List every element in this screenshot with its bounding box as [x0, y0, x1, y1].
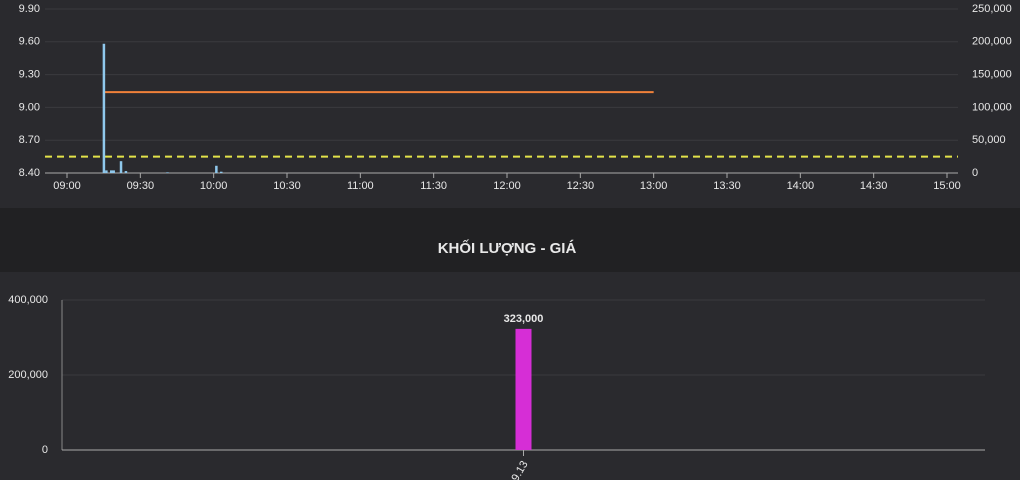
x-tick-label: 13:30	[713, 180, 741, 192]
x-tick-label: 10:30	[273, 180, 301, 192]
x-tick-label: 14:00	[787, 180, 815, 192]
y-tick-label: 400,000	[8, 294, 48, 306]
y-tick-label: 200,000	[8, 369, 48, 381]
volume-bar	[124, 171, 128, 173]
x-tick-label: 12:00	[493, 180, 521, 192]
volume-bar	[102, 43, 106, 173]
volume-bar	[110, 170, 113, 173]
x-tick-label: 11:00	[347, 180, 374, 192]
y-tick-label: 9.60	[19, 36, 40, 48]
x-tick-label: 09:00	[53, 180, 81, 192]
title-band	[0, 208, 1020, 272]
y2-tick-label: 100,000	[972, 101, 1012, 113]
y-tick-label: 9.30	[19, 69, 40, 81]
y-tick-label: 8.40	[19, 167, 40, 179]
x-tick-label: 14:30	[860, 180, 888, 192]
value-label: 323,000	[504, 313, 544, 325]
y2-tick-label: 50,000	[972, 134, 1006, 146]
volume-bar	[119, 161, 123, 173]
volume-bar	[166, 172, 169, 173]
x-tick-label: 15:00	[933, 180, 961, 192]
y-tick-label: 9.90	[19, 3, 40, 15]
volume-bar	[112, 170, 115, 173]
volume-bar	[105, 170, 108, 173]
x-tick-label: 12:30	[567, 180, 595, 192]
y-tick-label: 8.70	[19, 134, 40, 146]
y2-tick-label: 250,000	[972, 3, 1012, 15]
y-tick-label: 0	[42, 444, 48, 456]
volume-bar	[215, 165, 218, 173]
bar	[515, 328, 532, 450]
volume-bar	[220, 171, 223, 173]
x-tick-label: 09:30	[127, 180, 155, 192]
y2-tick-label: 200,000	[972, 36, 1012, 48]
x-tick-label: 13:00	[640, 180, 668, 192]
x-tick-label: 10:00	[200, 180, 228, 192]
y2-tick-label: 0	[972, 167, 978, 179]
x-tick-label: 11:30	[420, 180, 447, 192]
chart-title: KHỐI LƯỢNG - GIÁ	[438, 239, 577, 257]
y-tick-label: 9.00	[19, 101, 40, 113]
y2-tick-label: 150,000	[972, 69, 1012, 81]
